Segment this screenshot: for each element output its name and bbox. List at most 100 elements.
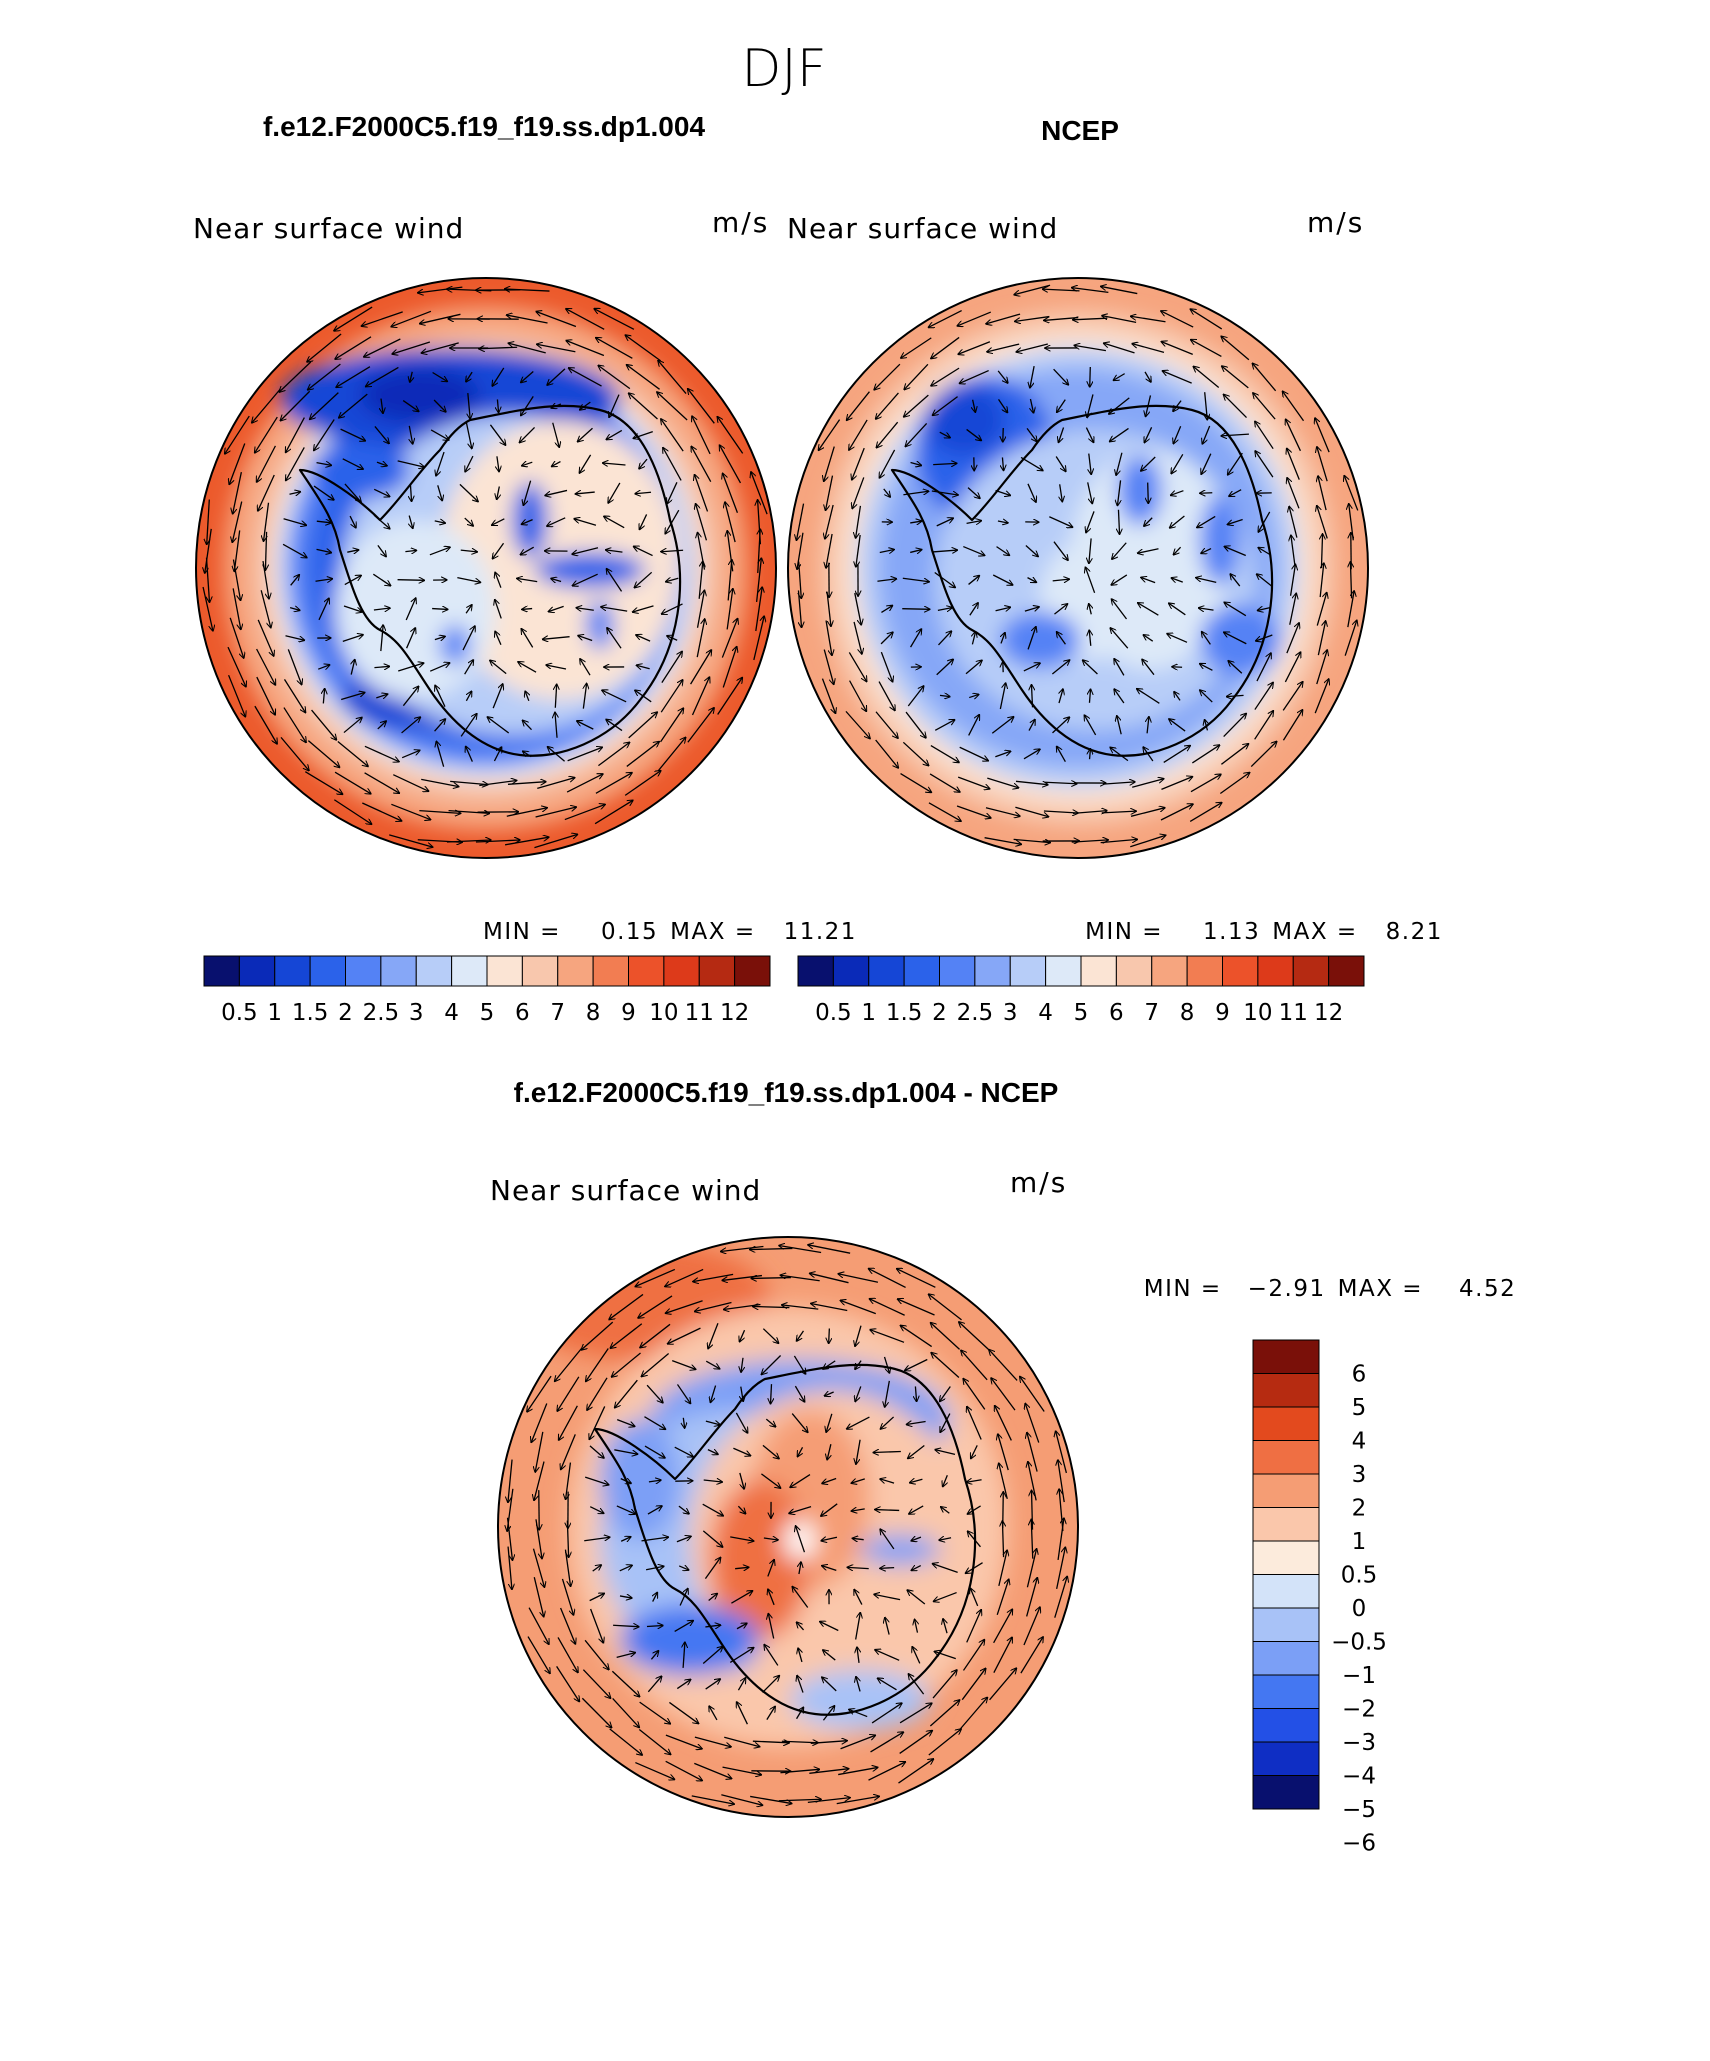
wind-vector [495, 631, 502, 646]
wind-vector [868, 1269, 906, 1289]
wind-vector [823, 1650, 836, 1661]
colorbar-tick-label: 1 [1352, 1529, 1367, 1555]
colorbar-tick-label: 2.5 [363, 1000, 400, 1026]
wind-vector [1111, 599, 1128, 620]
wind-vector [1117, 480, 1120, 505]
wind-vector [1117, 716, 1122, 735]
wind-vector [856, 1439, 861, 1464]
wind-vector [255, 416, 278, 453]
wind-vector [373, 514, 390, 529]
wind-vector [851, 1478, 865, 1483]
panel-model: f.e12.F2000C5.f19_f19.ss.dp1.004 Near su… [193, 111, 857, 1026]
wind-vector [342, 458, 364, 469]
wind-vector [256, 676, 275, 715]
wind-vector [492, 367, 505, 386]
wind-vector [870, 1330, 905, 1343]
wind-vector [577, 427, 593, 441]
wind-vector [871, 1703, 902, 1724]
wind-vector [579, 454, 592, 473]
wind-vector [1143, 635, 1154, 642]
wind-vector [318, 598, 329, 621]
wind-vector [910, 521, 922, 523]
wind-vector [678, 1566, 689, 1570]
wind-vector [879, 449, 896, 478]
colorbar-tick-label: −4 [1342, 1764, 1376, 1790]
wind-vector [419, 811, 460, 814]
wind-vector [958, 341, 991, 355]
wind-vector [1317, 506, 1328, 539]
wind-vector [661, 603, 683, 614]
wind-vector [826, 591, 831, 627]
colorbar-swatch [309, 955, 346, 987]
wind-vector [1230, 574, 1241, 587]
wind-vector [973, 399, 976, 412]
wind-vector [936, 518, 954, 527]
season-title: DJF [741, 39, 826, 99]
wind-vector [552, 462, 561, 467]
panel-model-max-value: 11.21 [784, 919, 857, 945]
wind-vector [663, 448, 682, 481]
wind-vector [698, 561, 703, 599]
wind-vector [1202, 632, 1211, 645]
wind-vector [762, 1444, 779, 1458]
wind-vector [1025, 1403, 1040, 1443]
wind-vector [351, 659, 355, 675]
wind-vector [607, 628, 622, 649]
wind-vector [547, 368, 566, 385]
wind-vector [960, 1697, 988, 1730]
wind-vector [707, 1450, 718, 1455]
wind-vector [999, 683, 1005, 710]
colorbar-swatch [1252, 1641, 1320, 1676]
wind-vector [1141, 577, 1156, 584]
wind-vector [928, 802, 961, 821]
panel-diff-min-value: −2.91 [1248, 1276, 1326, 1302]
wind-vector [1173, 546, 1182, 555]
wind-vector [931, 367, 960, 386]
wind-vector [929, 1700, 959, 1727]
wind-vector [1201, 549, 1212, 554]
wind-vector [676, 1384, 690, 1403]
wind-vector [568, 368, 602, 387]
wind-vector [996, 1579, 1009, 1615]
wind-vector [645, 1566, 664, 1569]
wind-vector [366, 366, 399, 386]
wind-vector [967, 1505, 981, 1514]
wind-vector [233, 471, 243, 514]
wind-vector [580, 401, 591, 410]
wind-vector [897, 1299, 935, 1316]
wind-vector [883, 1356, 890, 1373]
wind-vector [343, 717, 362, 734]
wind-vector [634, 571, 653, 587]
wind-vector [940, 1386, 951, 1401]
wind-vector [905, 711, 926, 738]
wind-vector [797, 1447, 802, 1456]
wind-vector [492, 542, 505, 559]
wind-vector [434, 636, 445, 639]
wind-vector [650, 1651, 658, 1660]
wind-vector [761, 1473, 780, 1488]
wind-vector [614, 1449, 637, 1454]
wind-vector [1110, 628, 1129, 649]
wind-vector [796, 1526, 806, 1553]
colorbar-swatch [1252, 1473, 1320, 1508]
colorbar-tick-label: 10 [1243, 1000, 1272, 1026]
wind-vector [966, 1610, 982, 1643]
wind-vector [933, 1591, 957, 1602]
wind-vector [1197, 515, 1216, 527]
wind-vector [254, 705, 277, 744]
wind-vector [997, 370, 1008, 383]
wind-vector [615, 1379, 638, 1408]
wind-vector [282, 543, 307, 557]
wind-vector [755, 587, 762, 632]
wind-vector [737, 1702, 748, 1725]
wind-vector [521, 629, 534, 648]
wind-vector [796, 503, 805, 541]
wind-vector [962, 1640, 984, 1671]
wind-vector [720, 445, 742, 484]
wind-vector [280, 390, 311, 421]
wind-vector [1224, 602, 1247, 617]
colorbar-tick-label: 6 [1109, 1000, 1124, 1026]
wind-vector [799, 561, 802, 599]
wind-vector [679, 1588, 688, 1606]
wind-vector [961, 1350, 988, 1381]
